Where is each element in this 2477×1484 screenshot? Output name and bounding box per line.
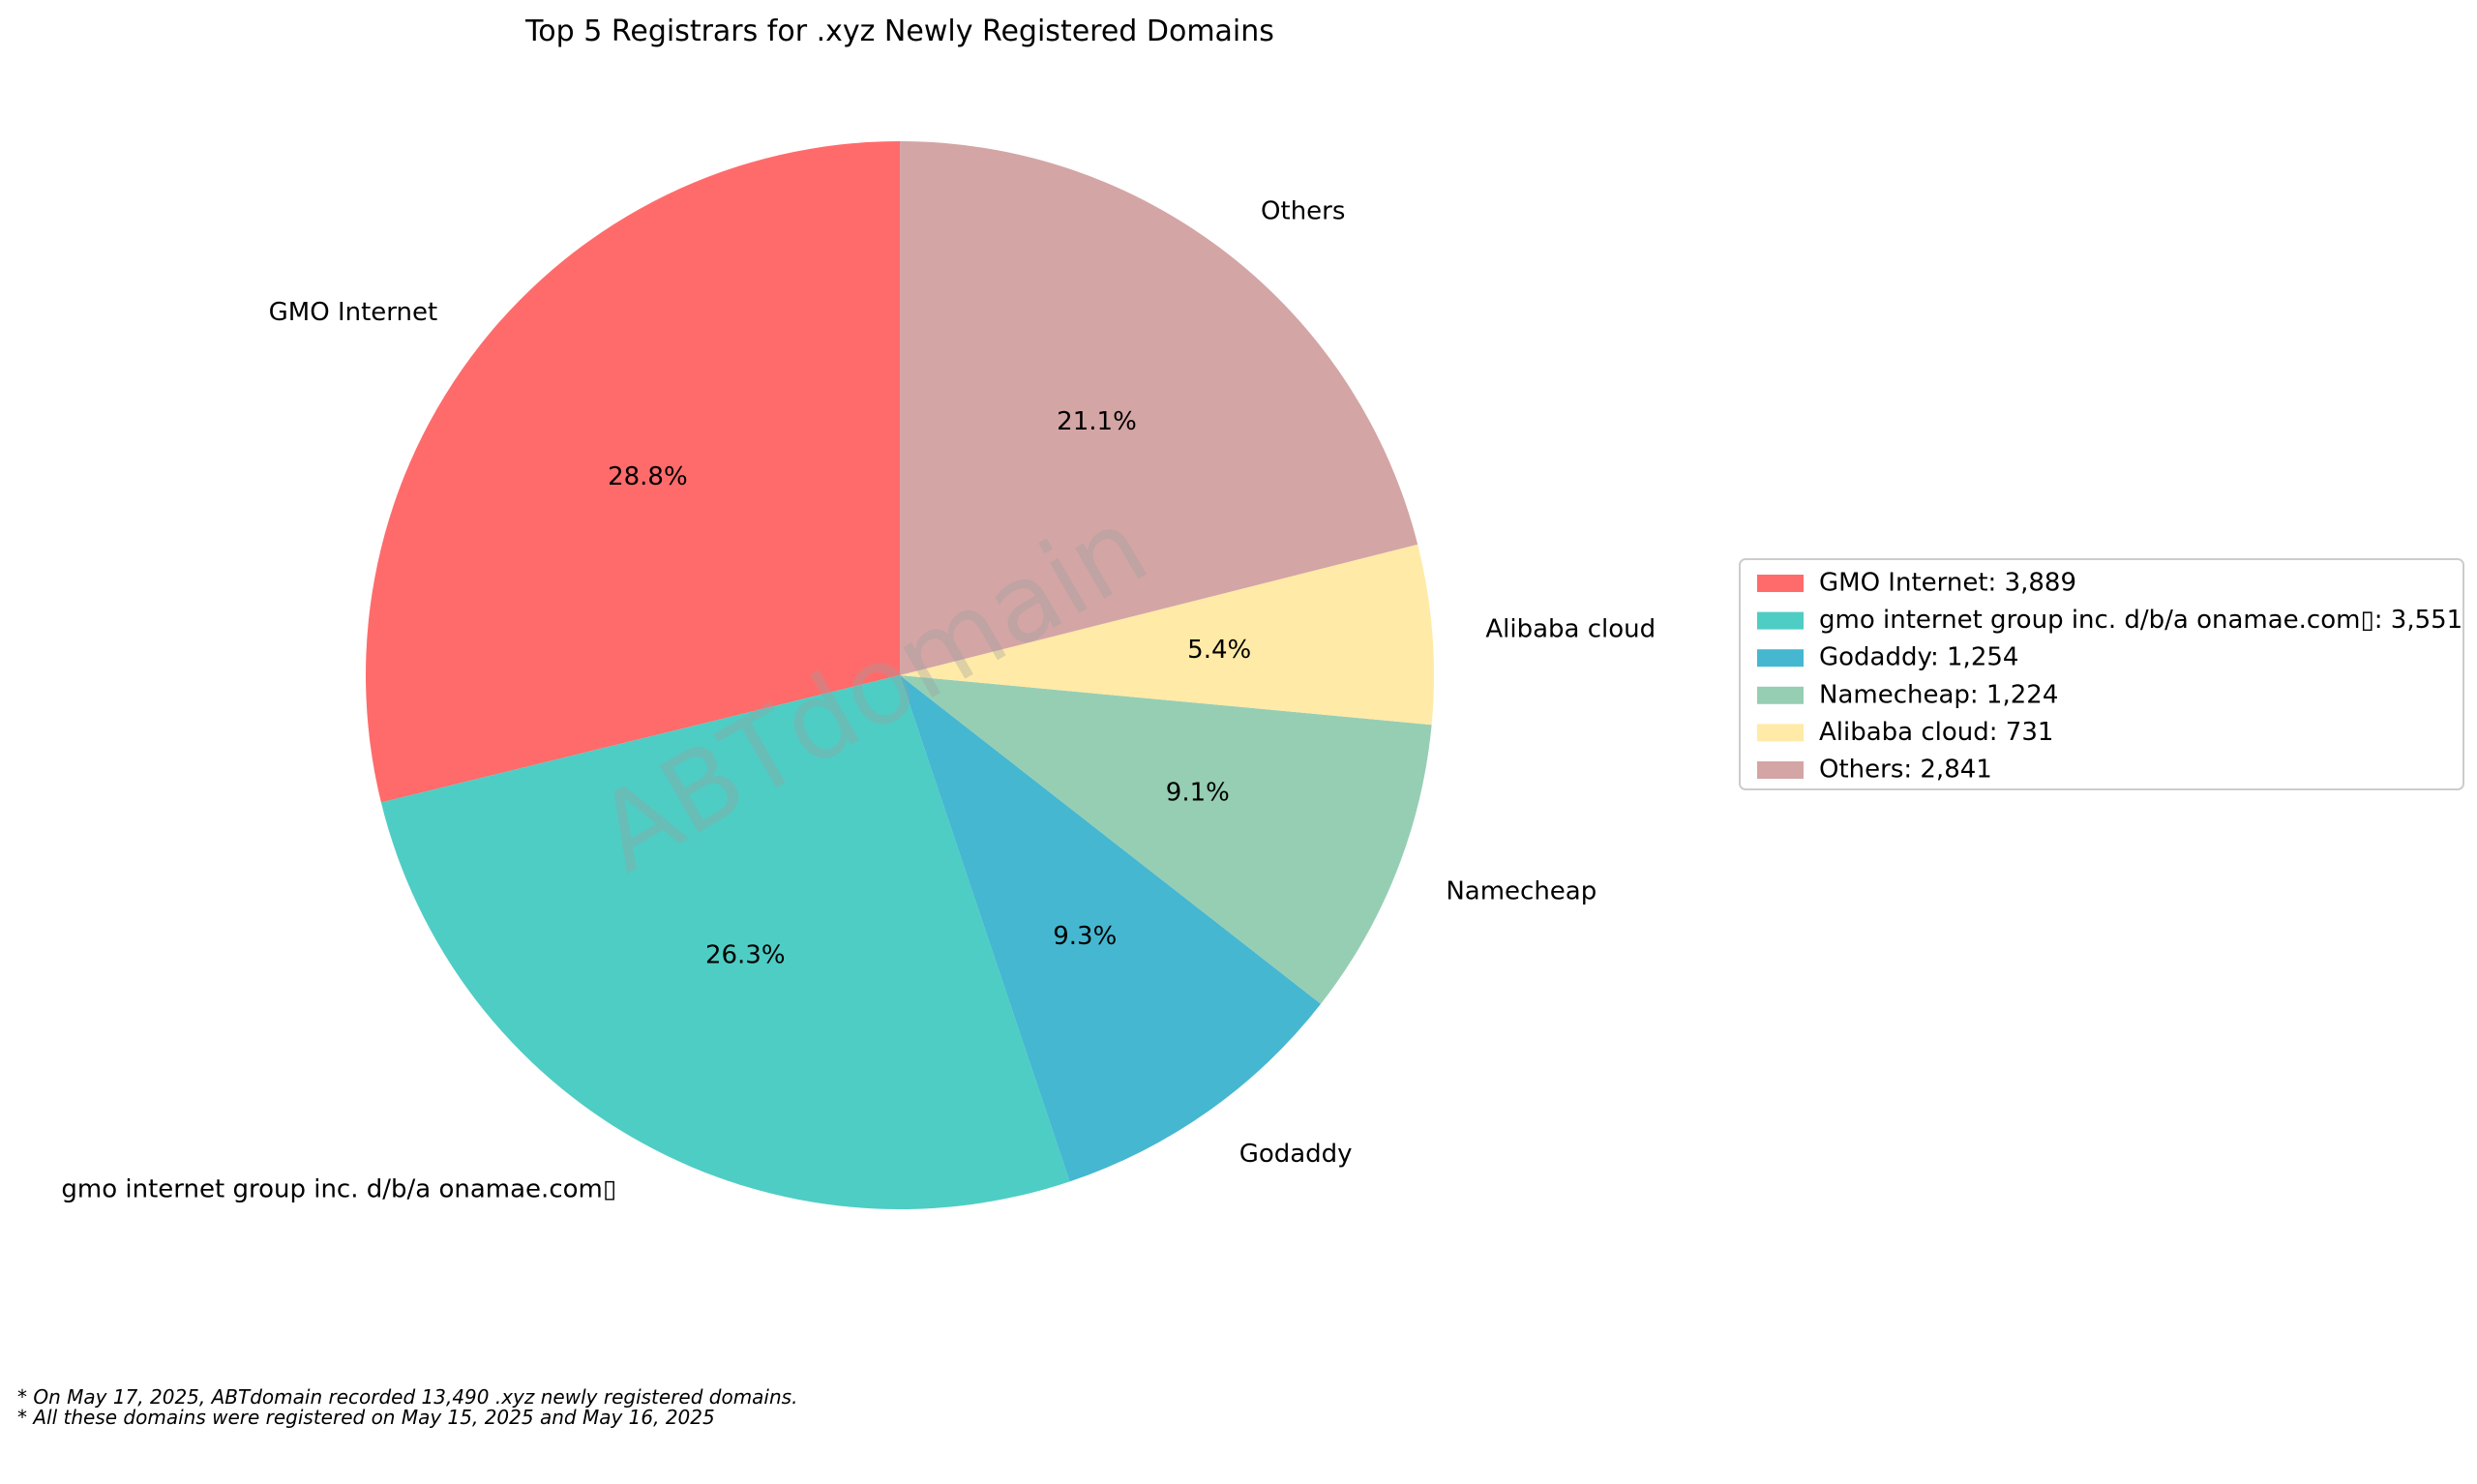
slice-labels: GMO Internet gmo internet group inc. d/b/… xyxy=(61,196,1656,1203)
legend-swatch-others xyxy=(1757,761,1804,779)
legend-label-namecheap: Namecheap: 1,224 xyxy=(1819,680,2058,709)
legend-swatch-godaddy xyxy=(1757,649,1804,668)
footnote-1: * On May 17, 2025, ABTdomain recorded 13… xyxy=(17,1385,797,1409)
slice-label-gmo-internet: GMO Internet xyxy=(269,298,438,327)
pie-slice-others xyxy=(900,141,1418,675)
slice-label-alibaba-cloud: Alibaba cloud xyxy=(1485,615,1656,644)
legend-label-gmo-internet-group-inc-d-b-a-onamae-com: gmo internet group inc. d/b/a onamae.com… xyxy=(1819,606,2462,635)
slice-label-others: Others xyxy=(1261,196,1345,225)
pie-slice-namecheap xyxy=(900,675,1432,1004)
legend-label-others: Others: 2,841 xyxy=(1819,756,1992,785)
pie-slice-godaddy xyxy=(900,675,1322,1182)
percent-label-godaddy: 9.3% xyxy=(1053,922,1117,951)
percent-label-namecheap: 9.1% xyxy=(1166,779,1230,808)
pie-slices xyxy=(366,141,1434,1209)
legend: GMO Internet: 3,889 gmo internet group in… xyxy=(1739,558,2464,790)
legend-label-godaddy: Godaddy: 1,254 xyxy=(1819,643,2018,672)
legend-swatch-alibaba-cloud xyxy=(1757,724,1804,742)
legend-frame xyxy=(1739,558,2464,790)
percent-labels: 28.8% 26.3% 9.3% 9.1% 5.4% 21.1% xyxy=(608,407,1251,969)
legend-label-gmo-internet: GMO Internet: 3,889 xyxy=(1819,569,2076,598)
legend-swatch-gmo-internet-group-inc-d-b-a-onamae-com xyxy=(1757,611,1804,630)
chart-title: Top 5 Registrars for .xyz Newly Register… xyxy=(524,15,1274,48)
percent-label-others: 21.1% xyxy=(1057,407,1137,436)
legend-swatch-namecheap xyxy=(1757,686,1804,704)
percent-label-gmo-internet: 28.8% xyxy=(608,462,688,491)
legend-label-alibaba-cloud: Alibaba cloud: 731 xyxy=(1819,718,2053,747)
pie-slice-gmo-internet xyxy=(366,141,901,803)
slice-label-godaddy: Godaddy xyxy=(1239,1140,1353,1169)
footnote-2: * All these domains were registered on M… xyxy=(17,1406,715,1429)
percent-label-gmo-internet-group-inc-d-b-a-onamae-com: 26.3% xyxy=(705,941,786,970)
pie-slice-gmo-internet-group-inc-d-b-a-onamae-com xyxy=(380,675,1070,1209)
slice-label-namecheap: Namecheap xyxy=(1446,877,1597,906)
pie-slice-alibaba-cloud xyxy=(900,544,1434,726)
slice-label-gmo-internet-group-inc-d-b-a-onamae-com: gmo internet group inc. d/b/a onamae.com… xyxy=(61,1174,616,1203)
legend-swatch-gmo-internet xyxy=(1757,575,1804,592)
percent-label-alibaba-cloud: 5.4% xyxy=(1187,636,1251,665)
